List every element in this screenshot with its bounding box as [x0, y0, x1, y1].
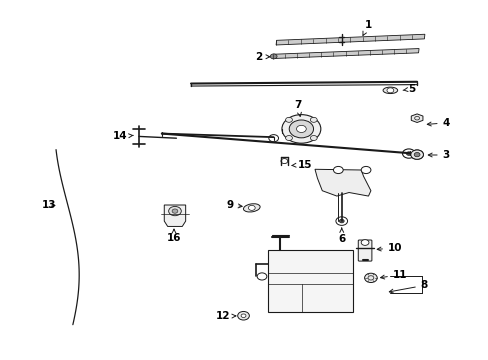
Text: 2: 2 — [255, 52, 269, 62]
Text: 9: 9 — [226, 200, 242, 210]
Text: 1: 1 — [362, 19, 371, 36]
Circle shape — [310, 117, 317, 122]
Circle shape — [248, 205, 255, 210]
Circle shape — [281, 158, 287, 163]
Circle shape — [410, 150, 423, 159]
Text: 12: 12 — [215, 311, 235, 321]
Text: 11: 11 — [380, 270, 407, 280]
Circle shape — [402, 149, 414, 158]
Circle shape — [333, 166, 343, 174]
Circle shape — [257, 273, 266, 280]
Circle shape — [237, 311, 249, 320]
Circle shape — [172, 209, 178, 213]
FancyBboxPatch shape — [358, 240, 371, 261]
Circle shape — [386, 88, 393, 93]
Text: 10: 10 — [376, 243, 402, 253]
Circle shape — [296, 125, 305, 132]
Circle shape — [310, 135, 317, 140]
Ellipse shape — [243, 204, 260, 212]
FancyBboxPatch shape — [267, 249, 352, 312]
Polygon shape — [276, 34, 424, 45]
Circle shape — [413, 153, 419, 157]
Circle shape — [364, 273, 376, 283]
Ellipse shape — [382, 87, 397, 94]
Polygon shape — [272, 49, 418, 59]
Text: 3: 3 — [427, 150, 449, 160]
Circle shape — [285, 117, 292, 122]
Circle shape — [268, 135, 278, 142]
Circle shape — [413, 153, 419, 157]
Text: 4: 4 — [427, 118, 449, 128]
Text: 7: 7 — [294, 100, 301, 116]
Circle shape — [241, 314, 245, 318]
Text: 13: 13 — [41, 200, 56, 210]
Circle shape — [339, 219, 344, 223]
Text: 15: 15 — [291, 159, 312, 170]
Circle shape — [168, 206, 181, 216]
Circle shape — [335, 217, 347, 225]
Circle shape — [282, 114, 320, 143]
Text: 8: 8 — [388, 280, 427, 293]
Text: 16: 16 — [166, 229, 181, 243]
Polygon shape — [164, 205, 185, 226]
Text: 14: 14 — [113, 131, 133, 141]
Text: 6: 6 — [337, 228, 345, 244]
Circle shape — [410, 150, 423, 159]
Text: 5: 5 — [402, 84, 415, 94]
Circle shape — [361, 166, 370, 174]
Circle shape — [270, 54, 277, 59]
Circle shape — [361, 240, 368, 246]
Circle shape — [288, 120, 313, 138]
Polygon shape — [314, 169, 370, 196]
Circle shape — [285, 135, 292, 140]
Polygon shape — [410, 114, 422, 122]
Circle shape — [406, 152, 410, 156]
